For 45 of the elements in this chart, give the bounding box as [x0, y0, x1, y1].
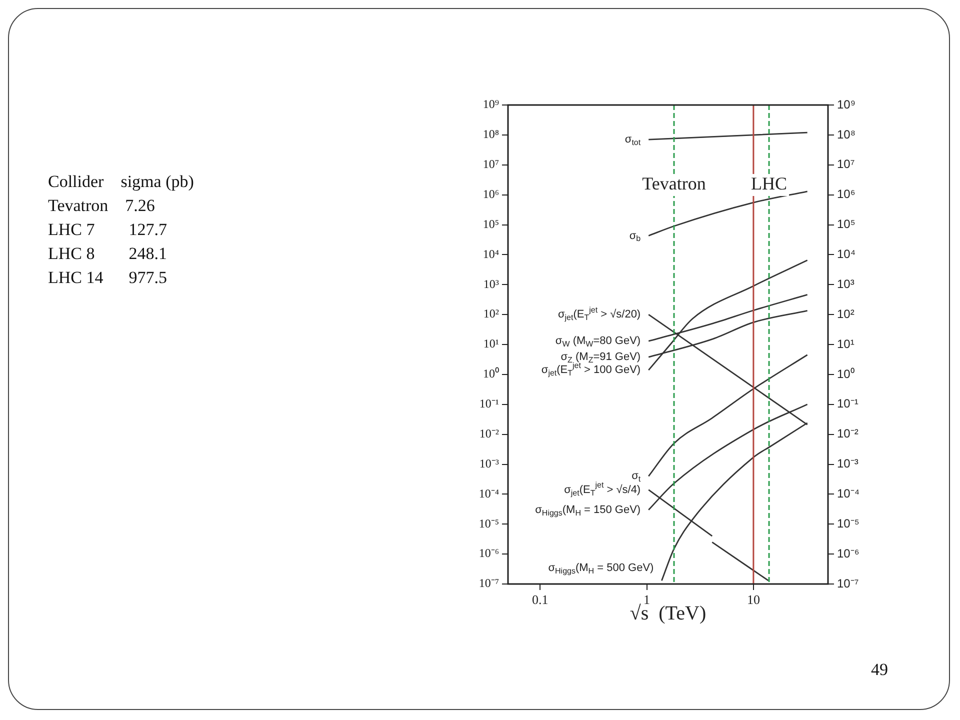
- text: 10⁻⁴: [478, 486, 499, 500]
- y-tick-label: 10⁴: [837, 247, 856, 261]
- text: 10⁻³: [479, 456, 499, 470]
- y-tick-label: 10⁶: [837, 187, 856, 202]
- y-tick-label: 10⁻⁵: [837, 516, 860, 530]
- ref-line-label: Tevatron: [642, 174, 706, 194]
- y-tick-label: 10⁵: [837, 217, 856, 232]
- text: 10⁹: [482, 97, 499, 112]
- text: 49: [871, 660, 888, 680]
- text: 10⁻⁷: [478, 576, 499, 590]
- text: 10³: [483, 276, 499, 291]
- y-tick-label: 10¹: [837, 336, 854, 351]
- text: 10¹: [483, 336, 499, 351]
- y-tick-label: 10²: [837, 306, 854, 321]
- text: 10⁻²: [479, 426, 499, 440]
- y-tick-label: 10⁻⁴: [837, 486, 860, 500]
- y-tick-label: 10⁻²: [837, 426, 858, 441]
- y-tick-label: 10⁻⁷: [837, 576, 859, 590]
- y-tick-label: 10⁻¹: [837, 396, 858, 411]
- text: LHC 8 248.1: [48, 243, 168, 265]
- text: 10²: [483, 306, 499, 321]
- ref-line-label: LHC: [751, 174, 788, 194]
- text: 10⁶: [482, 186, 499, 201]
- text: 10⁻¹: [479, 396, 499, 411]
- text: Tevatron 7.26: [48, 195, 156, 217]
- text: LHC 14 977.5: [48, 267, 168, 289]
- text: Collider sigma (pb): [48, 171, 194, 193]
- text: LHC 7 127.7: [48, 219, 168, 241]
- x-tick-label: 10: [746, 592, 760, 608]
- y-tick-label: 10⁷: [837, 157, 855, 172]
- text: 10⁵: [482, 216, 499, 231]
- y-tick-label: 10⁻³: [837, 456, 858, 471]
- y-tick-label: 10⁰: [837, 366, 854, 381]
- text: 10⁴: [482, 246, 499, 261]
- text: 10⁰: [483, 366, 499, 381]
- text: 10⁻⁶: [478, 546, 499, 560]
- y-tick-label: 10⁻⁶: [837, 546, 860, 560]
- x-tick-label: 1: [644, 592, 650, 608]
- y-tick-label: 10⁸: [837, 127, 856, 142]
- y-tick-label: 10³: [837, 276, 854, 291]
- text: 10⁷: [482, 157, 499, 172]
- text: 10⁸: [482, 127, 499, 142]
- y-tick-label: 10⁹: [837, 97, 856, 112]
- x-tick-label: 0.1: [532, 592, 548, 608]
- text: 10⁻⁵: [478, 516, 499, 530]
